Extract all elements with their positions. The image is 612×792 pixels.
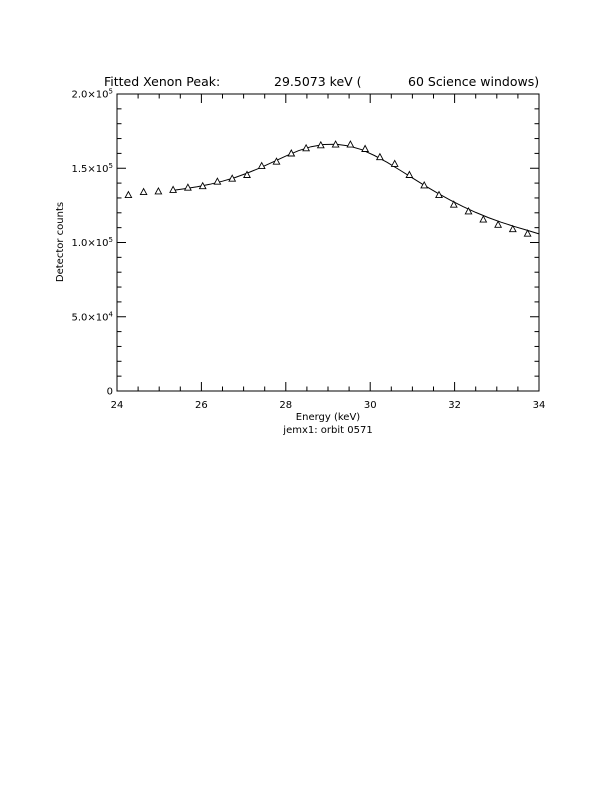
chart-title-energy: 29.5073 keV ( [274,74,362,89]
data-point [420,180,429,189]
data-point [287,149,296,157]
data-points [124,140,532,237]
x-axis-title: Energy (keV) [296,412,361,423]
x-tick-label: 34 [533,400,546,411]
y-tick-mantissa: 5.0×10 [72,312,109,323]
y-tick-label: 0 [107,387,113,398]
data-point [139,187,148,196]
x-tick-label: 28 [279,400,292,411]
data-point [346,140,355,148]
axis-ticks [116,93,540,392]
data-point [449,200,458,208]
data-point [361,144,370,152]
data-point [213,177,222,185]
data-point [302,143,311,152]
data-point [375,152,384,161]
y-tick-mantissa: 0 [107,387,113,398]
x-tick-label: 24 [111,400,124,411]
data-point [494,220,503,228]
x-tick-label: 32 [448,400,461,411]
y-axis-title: Detector counts [55,202,66,282]
data-point [405,170,414,178]
y-tick-label: 1.5×105 [72,162,113,175]
data-point [390,159,399,167]
y-tick-exponent: 4 [109,310,114,318]
data-point [154,186,163,195]
data-point [198,181,207,190]
data-point [316,140,325,149]
chart-title-windows: 60 Science windows) [408,74,539,89]
y-tick-mantissa: 1.5×10 [72,164,109,175]
data-point [435,190,443,199]
data-point [228,174,237,182]
x-tick-label: 30 [364,400,377,411]
data-point [183,183,192,191]
y-tick-label: 2.0×105 [72,88,113,101]
axis-tick-labels: 24 26 28 30 32 3405.0×1041.0×1051.5×1052.0×10… [72,88,546,412]
data-point [508,224,517,233]
y-tick-mantissa: 2.0×10 [72,90,109,101]
data-point [523,229,532,237]
data-point [169,185,178,193]
plot-area-frame [116,93,540,392]
y-tick-exponent: 5 [109,236,113,244]
y-tick-exponent: 5 [109,162,113,170]
data-point [243,170,251,178]
data-point [272,157,281,165]
x-tick-label: 26 [195,400,208,411]
data-point [479,215,488,223]
chart-subtitle: jemx1: orbit 0571 [282,425,372,436]
chart-title-left: Fitted Xenon Peak: [104,74,220,89]
y-tick-exponent: 5 [109,88,113,96]
y-tick-mantissa: 1.0×10 [72,238,109,249]
y-tick-label: 1.0×105 [72,236,113,249]
data-point [464,206,473,215]
data-point [331,140,340,148]
y-tick-label: 5.0×104 [72,310,114,323]
data-point [124,190,133,199]
data-point [257,161,266,170]
